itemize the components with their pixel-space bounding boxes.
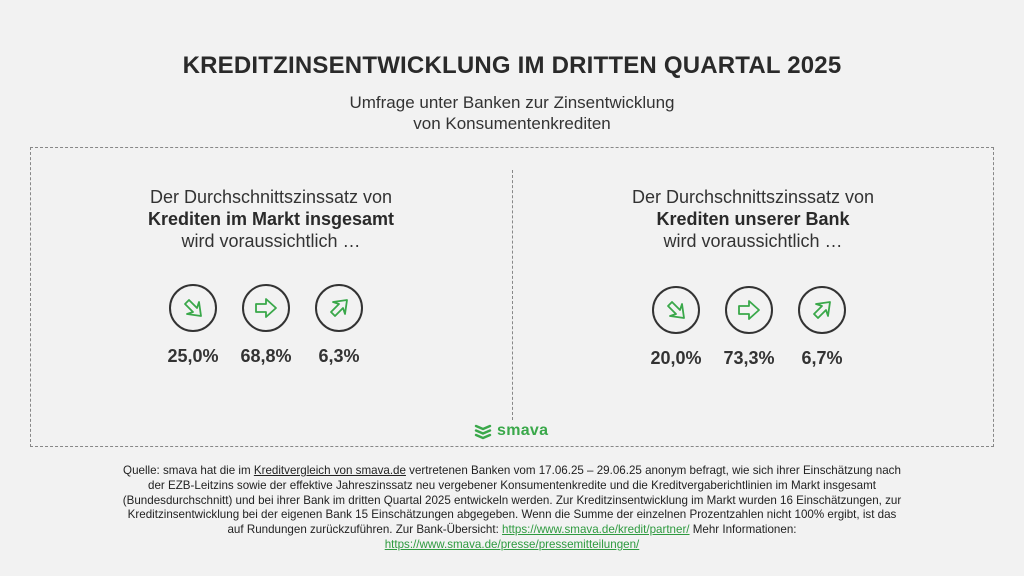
panel-market-line-2: Krediten im Markt insgesamt bbox=[147, 209, 395, 229]
panel-bank-line-1: Der Durchschnittszinssatz von bbox=[631, 187, 875, 207]
panel-bank-text: Der Durchschnittszinssatz von Krediten u… bbox=[512, 186, 994, 252]
panel-bank: Der Durchschnittszinssatz von Krediten u… bbox=[512, 186, 994, 252]
smava-logo-text: smava bbox=[497, 422, 549, 439]
arrow-up-right-icon bbox=[798, 286, 846, 334]
panel-market-line-1: Der Durchschnittszinssatz von bbox=[149, 187, 393, 207]
smava-logo: smava bbox=[474, 422, 548, 440]
panel-bank-line-2: Krediten unserer Bank bbox=[656, 209, 850, 229]
source-text-1: Quelle: smava hat die im bbox=[123, 464, 254, 477]
survey-box bbox=[30, 147, 994, 447]
link-bank-overview[interactable]: https://www.smava.de/kredit/partner/ bbox=[502, 523, 690, 537]
panel-bank-line-3: wird voraussichtlich … bbox=[663, 231, 843, 251]
source-note: Quelle: smava hat die im Kreditvergleich… bbox=[120, 464, 904, 553]
source-text-3: Mehr Informationen: bbox=[689, 523, 797, 537]
arrow-right-icon bbox=[242, 284, 290, 332]
subtitle-line-1: Umfrage unter Banken zur Zinsentwicklung bbox=[349, 93, 675, 112]
value-bank-up: 6,7% bbox=[801, 348, 843, 368]
panel-market: Der Durchschnittszinssatz von Krediten i… bbox=[30, 186, 512, 252]
smava-logo-icon bbox=[474, 424, 492, 440]
arrow-right-icon bbox=[725, 286, 773, 334]
arrow-down-right-icon bbox=[169, 284, 217, 332]
panel-market-text: Der Durchschnittszinssatz von Krediten i… bbox=[30, 186, 512, 252]
panel-market-line-3: wird voraussichtlich … bbox=[181, 231, 361, 251]
panel-divider bbox=[512, 170, 513, 420]
value-bank-down: 20,0% bbox=[650, 348, 702, 368]
value-bank-flat: 73,3% bbox=[723, 348, 775, 368]
link-kreditvergleich[interactable]: Kreditvergleich von smava.de bbox=[253, 464, 406, 477]
value-market-down: 25,0% bbox=[167, 346, 219, 366]
value-market-flat: 68,8% bbox=[240, 346, 292, 366]
subtitle: Umfrage unter Banken zur Zinsentwicklung… bbox=[0, 92, 1024, 134]
page-title: KREDITZINSENTWICKLUNG IM DRITTEN QUARTAL… bbox=[182, 52, 842, 79]
arrow-up-right-icon bbox=[315, 284, 363, 332]
link-press-releases[interactable]: https://www.smava.de/presse/pressemittei… bbox=[384, 537, 640, 551]
value-market-up: 6,3% bbox=[318, 346, 360, 366]
source-text-2: vertretenen Banken vom 17.06.25 – 29.06.… bbox=[122, 464, 902, 537]
subtitle-line-2: von Konsumentenkrediten bbox=[413, 114, 611, 133]
arrow-down-right-icon bbox=[652, 286, 700, 334]
